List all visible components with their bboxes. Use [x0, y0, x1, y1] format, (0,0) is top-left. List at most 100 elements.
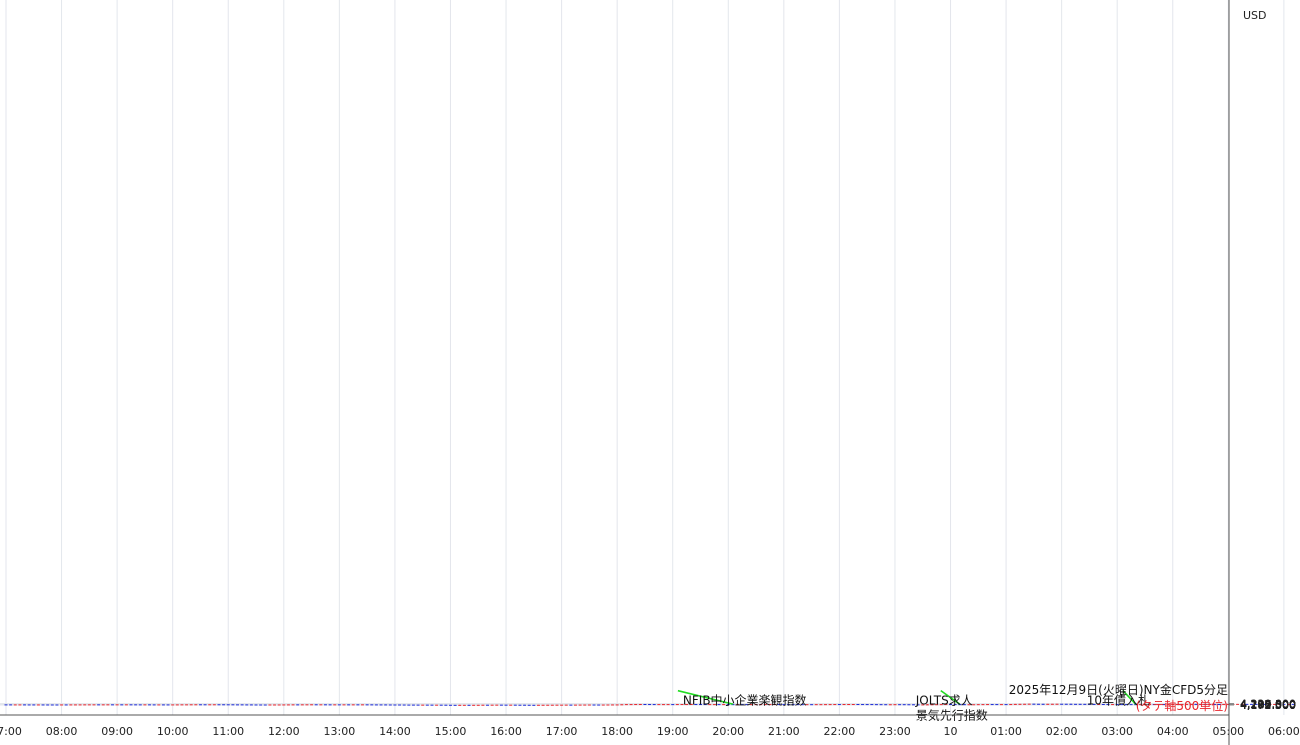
candle — [1287, 703, 1291, 705]
y-tick-label: 4,205.000 — [1240, 698, 1296, 711]
candle — [1143, 704, 1147, 706]
candle-body — [1240, 703, 1244, 705]
candle — [1236, 703, 1240, 705]
candle-body — [1036, 703, 1040, 705]
candle-body — [32, 704, 36, 706]
candle — [1060, 703, 1064, 705]
candle-body — [1263, 703, 1267, 705]
candle — [597, 704, 601, 706]
candle-body — [1004, 704, 1008, 706]
candle-body — [1134, 704, 1138, 706]
candle-body — [865, 704, 869, 706]
y-tick-label: 4,187.500 — [1240, 699, 1296, 712]
candle — [819, 704, 823, 706]
candle — [606, 704, 610, 706]
y-tick-label: 4,172.500 — [1240, 699, 1296, 712]
candle-body — [1018, 703, 1022, 705]
candle-body — [41, 704, 45, 706]
candle — [425, 704, 429, 706]
candle — [69, 704, 73, 706]
candle-body — [106, 704, 110, 706]
candle — [661, 704, 665, 706]
candle-body — [462, 704, 466, 706]
candle — [791, 704, 795, 706]
candle — [347, 704, 351, 706]
candle — [814, 704, 818, 706]
candle — [962, 704, 966, 706]
candle-body — [83, 704, 87, 706]
y-tick-label: 4,207.500 — [1240, 698, 1296, 711]
candle-body — [879, 704, 883, 706]
candle-body — [509, 704, 513, 706]
candle — [222, 704, 226, 706]
candle-body — [620, 704, 624, 706]
candle-body — [217, 704, 221, 706]
candle-body — [92, 704, 96, 706]
candle — [976, 704, 980, 706]
candle — [36, 704, 40, 706]
candle — [1175, 703, 1179, 705]
candle-body — [231, 704, 235, 706]
candle-body — [1074, 703, 1078, 705]
candle — [106, 704, 110, 706]
candle-body — [97, 704, 101, 706]
y-tick-label: 4,212.500 — [1240, 698, 1296, 711]
candle-body — [185, 704, 189, 706]
candle-body — [745, 704, 749, 706]
candle-body — [573, 704, 577, 706]
y-tick-label: 4,185.000 — [1240, 699, 1296, 712]
candle-body — [884, 704, 888, 706]
candle-body — [115, 704, 119, 706]
candle-body — [356, 704, 360, 706]
candle-body — [161, 704, 165, 706]
candle-body — [791, 704, 795, 706]
candle — [259, 704, 263, 706]
candle — [634, 704, 638, 706]
candle — [842, 704, 846, 706]
candle — [249, 704, 253, 706]
candle-body — [263, 704, 267, 706]
candle-body — [1069, 703, 1073, 705]
y-tick-label: 4,170.000 — [1240, 699, 1296, 712]
candle-body — [1259, 703, 1263, 705]
candle-body — [194, 704, 198, 706]
candle-body — [861, 704, 865, 706]
candle — [467, 704, 471, 706]
candle-body — [69, 704, 73, 706]
candle-body — [1138, 704, 1142, 706]
candle-body — [1171, 704, 1175, 706]
x-tick-label: 19:00 — [657, 725, 689, 738]
candle-body — [1120, 704, 1124, 706]
candle — [1120, 704, 1124, 706]
candle — [55, 704, 59, 706]
candle-body — [1027, 703, 1031, 705]
candle-body — [36, 704, 40, 706]
candle — [1185, 703, 1189, 705]
candle — [430, 704, 434, 706]
candle-body — [407, 704, 411, 706]
candle — [129, 704, 133, 706]
candle-body — [786, 704, 790, 706]
annotation-label: JOLTS求人 — [915, 694, 973, 708]
candle-body — [624, 704, 628, 706]
candle-body — [393, 704, 397, 706]
candle-body — [634, 704, 638, 706]
candle — [805, 704, 809, 706]
candle-body — [708, 704, 712, 706]
candle — [1277, 703, 1281, 705]
candle — [569, 704, 573, 706]
x-tick-label: 15:00 — [435, 725, 467, 738]
candles — [4, 703, 1295, 706]
candle-body — [518, 704, 522, 706]
candle — [453, 704, 457, 706]
candle-body — [1032, 703, 1036, 705]
candle — [314, 704, 318, 706]
candle — [416, 704, 420, 706]
candle-body — [995, 704, 999, 706]
candle — [740, 704, 744, 706]
candle — [666, 704, 670, 706]
candle-body — [648, 704, 652, 706]
y-tick-label: 4,197.500 — [1240, 698, 1296, 711]
candle-body — [888, 704, 892, 706]
candle — [124, 704, 128, 706]
